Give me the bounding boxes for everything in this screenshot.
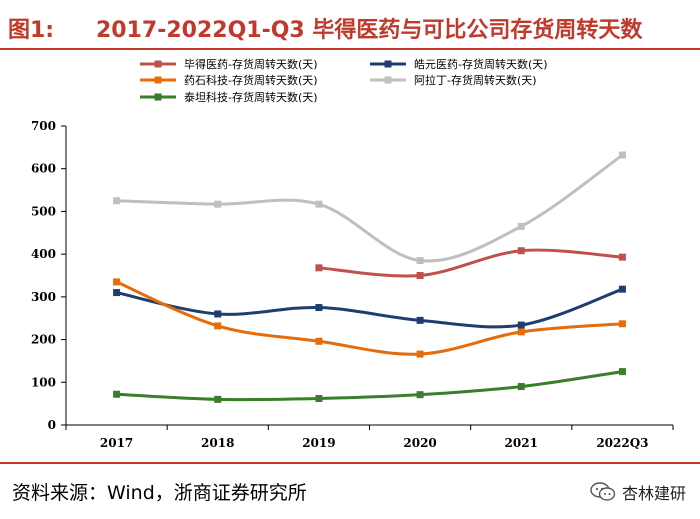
data-point — [618, 320, 626, 328]
legend-marker — [154, 60, 162, 68]
chart-series — [113, 151, 626, 403]
x-tick-label: 2017 — [100, 436, 133, 450]
legend-item: 毕得医药-存货周转天数(天) — [140, 57, 318, 71]
figure-number: 图1: — [8, 18, 55, 43]
chart-axes: 0 100 200 300 400 500 600 700 2017 2018 2019 2020 20… — [31, 119, 674, 450]
data-point — [517, 222, 525, 230]
legend-marker — [384, 60, 392, 68]
legend-label: 毕得医药-存货周转天数(天) — [184, 57, 318, 71]
y-tick-label: 300 — [31, 290, 56, 304]
data-point — [315, 395, 323, 403]
data-point — [113, 289, 121, 297]
x-tick-label: 2018 — [201, 436, 234, 450]
wechat-icon — [590, 482, 616, 501]
data-point — [214, 200, 222, 208]
series-3 — [113, 278, 626, 358]
data-point — [416, 316, 424, 324]
watermark: 杏林建研 — [590, 480, 686, 504]
legend-label: 药石科技-存货周转天数(天) — [184, 73, 318, 87]
legend-item: 皓元医药-存货周转天数(天) — [370, 57, 548, 71]
y-tick-label: 200 — [31, 333, 56, 347]
figure-title: 图1: 2017-2022Q1-Q3 毕得医药与可比公司存货周转天数 — [0, 0, 700, 50]
legend-label: 阿拉丁-存货周转天数(天) — [414, 73, 537, 87]
data-point — [416, 391, 424, 399]
data-point — [517, 321, 525, 329]
data-point — [517, 328, 525, 336]
legend-item: 药石科技-存货周转天数(天) — [140, 73, 318, 87]
y-tick-label: 600 — [31, 162, 56, 176]
series-1 — [315, 247, 626, 279]
y-tick-label: 400 — [31, 247, 56, 261]
x-tick-label: 2020 — [403, 436, 436, 450]
legend-marker — [384, 76, 392, 84]
series-4 — [113, 151, 626, 265]
x-tick-label: 2021 — [505, 436, 538, 450]
data-point — [315, 264, 323, 272]
data-point — [315, 337, 323, 345]
series-2 — [113, 285, 626, 329]
data-point — [113, 278, 121, 286]
data-point — [517, 247, 525, 255]
x-tick-label: 2019 — [302, 436, 335, 450]
title-divider — [0, 48, 700, 50]
legend-marker — [154, 93, 162, 101]
source-divider — [0, 462, 700, 464]
data-point — [618, 253, 626, 261]
data-point — [214, 395, 222, 403]
data-point — [315, 200, 323, 208]
source-note: 资料来源：Wind，浙商证券研究所 — [12, 482, 307, 504]
data-point — [618, 285, 626, 293]
y-tick-label: 100 — [31, 375, 56, 389]
watermark-text: 杏林建研 — [621, 484, 686, 503]
data-point — [416, 350, 424, 358]
y-tick-label: 0 — [48, 418, 56, 432]
data-point — [618, 368, 626, 376]
data-point — [618, 151, 626, 159]
series-line — [318, 248, 623, 278]
y-tick-label: 500 — [31, 204, 56, 218]
y-tick-label: 700 — [31, 119, 56, 133]
chart-legend: 毕得医药-存货周转天数(天) 皓元医药-存货周转天数(天) 药石科技-存货周转天数(… — [140, 57, 548, 104]
legend-label: 皓元医药-存货周转天数(天) — [414, 57, 548, 71]
x-tick-label: 2022Q3 — [596, 436, 648, 450]
figure-title-text: 2017-2022Q1-Q3 毕得医药与可比公司存货周转天数 — [96, 18, 643, 43]
data-point — [416, 272, 424, 279]
legend-item: 泰坦科技-存货周转天数(天) — [140, 90, 318, 104]
legend-marker — [154, 76, 162, 84]
series-line — [115, 280, 623, 356]
series-5 — [113, 368, 626, 403]
data-point — [214, 322, 222, 330]
series-line — [116, 153, 624, 263]
legend-item: 阿拉丁-存货周转天数(天) — [370, 73, 537, 87]
data-point — [113, 390, 121, 398]
data-point — [315, 304, 323, 312]
series-line — [116, 370, 623, 402]
legend-label: 泰坦科技-存货周转天数(天) — [184, 90, 318, 104]
data-point — [113, 197, 121, 205]
data-point — [416, 257, 424, 265]
data-point — [214, 310, 222, 318]
line-chart: 毕得医药-存货周转天数(天) 皓元医药-存货周转天数(天) 药石科技-存货周转天数(… — [31, 57, 674, 450]
data-point — [517, 383, 525, 391]
series-line — [116, 287, 623, 329]
